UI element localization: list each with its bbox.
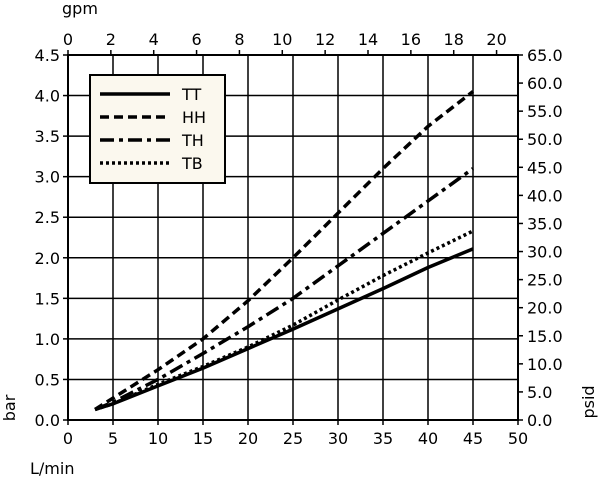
series-line-hh — [94, 90, 475, 411]
x2-tick-label: 16 — [401, 30, 421, 49]
x-tick-label: 20 — [238, 429, 258, 448]
y-tick-label: 0.5 — [35, 370, 60, 389]
y-tick-label: 2.0 — [35, 249, 60, 268]
x-tick-label: 35 — [373, 429, 393, 448]
y2-tick-label: 10.0 — [527, 355, 563, 374]
y2-tick-label: 15.0 — [527, 327, 563, 346]
series-line-th — [94, 167, 475, 412]
x2-tick-label: 14 — [358, 30, 378, 49]
y-tick-label: 0.0 — [35, 411, 60, 430]
y-tick-label: 2.5 — [35, 208, 60, 227]
x2-tick-label: 2 — [106, 30, 116, 49]
y2-tick-label: 40.0 — [527, 186, 563, 205]
y2-tick-label: 65.0 — [527, 46, 563, 65]
y2-tick-label: 55.0 — [527, 102, 563, 121]
y2-tick-label: 20.0 — [527, 299, 563, 318]
y2-tick-label: 30.0 — [527, 243, 563, 262]
x2-tick-label: 10 — [272, 30, 292, 49]
series-lines — [94, 90, 475, 412]
legend-label-hh: HH — [182, 108, 206, 127]
legend-label-tt: TT — [181, 85, 201, 104]
x-tick-label: 0 — [63, 429, 73, 448]
y2-tick-label: 5.0 — [527, 383, 552, 402]
y2-axis-title: psid — [579, 385, 598, 418]
y2-tick-label: 35.0 — [527, 214, 563, 233]
y-tick-label: 4.0 — [35, 87, 60, 106]
y-tick-label: 3.0 — [35, 168, 60, 187]
x-tick-label: 50 — [508, 429, 528, 448]
x2-tick-label: 4 — [149, 30, 159, 49]
y-axis-title: bar — [0, 394, 19, 421]
x-tick-label: 10 — [148, 429, 168, 448]
x-tick-label: 25 — [283, 429, 303, 448]
y2-tick-label: 25.0 — [527, 271, 563, 290]
y-tick-label: 3.5 — [35, 127, 60, 146]
x2-tick-label: 0 — [63, 30, 73, 49]
series-line-tb — [94, 229, 474, 412]
x2-tick-label: 8 — [234, 30, 244, 49]
x-tick-label: 30 — [328, 429, 348, 448]
legend-label-tb: TB — [181, 154, 203, 173]
y-tick-label: 1.5 — [35, 289, 60, 308]
y-tick-label: 4.5 — [35, 46, 60, 65]
y2-tick-label: 0.0 — [527, 411, 552, 430]
x2-tick-label: 12 — [315, 30, 335, 49]
x-tick-label: 15 — [193, 429, 213, 448]
legend: TT HH TH TB — [89, 74, 226, 184]
tick-labels: 0 5 10 15 20 25 30 35 40 45 500.00.51.01.52.02.53.… — [35, 30, 563, 448]
legend-label-th: TH — [181, 131, 204, 150]
x2-axis-title: gpm — [62, 0, 98, 18]
y2-tick-label: 50.0 — [527, 130, 563, 149]
x2-tick-label: 18 — [444, 30, 464, 49]
y2-tick-label: 60.0 — [527, 74, 563, 93]
legend-box — [89, 74, 226, 184]
x-axis-title: L/min — [30, 459, 74, 478]
x2-tick-label: 6 — [191, 30, 201, 49]
x-tick-label: 40 — [418, 429, 438, 448]
y-tick-label: 1.0 — [35, 330, 60, 349]
x-tick-label: 5 — [108, 429, 118, 448]
x2-tick-label: 20 — [486, 30, 506, 49]
x-tick-label: 45 — [463, 429, 483, 448]
y2-tick-label: 45.0 — [527, 158, 563, 177]
